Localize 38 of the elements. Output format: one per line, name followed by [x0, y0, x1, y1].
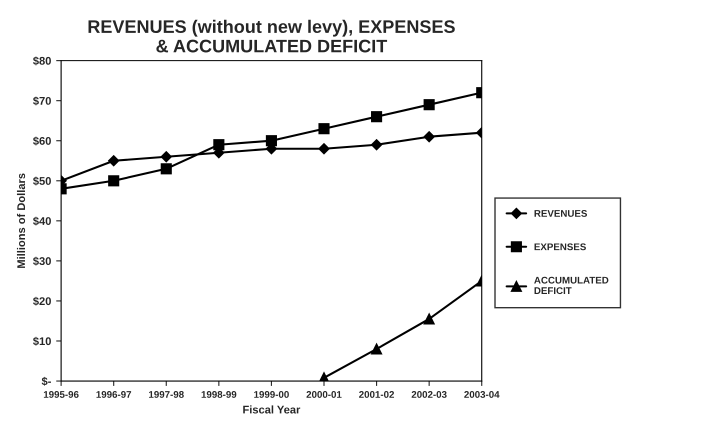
x-tick-label: 1997-98 [149, 391, 184, 398]
point [371, 343, 382, 355]
x-tick-label: 2001-02 [359, 391, 394, 398]
y-tick-label: $60 [33, 136, 51, 146]
point [213, 139, 224, 150]
x-tick-label: 2003-04 [464, 391, 500, 398]
y-tick-label: $50 [33, 176, 51, 186]
point [108, 175, 120, 186]
point [160, 151, 172, 162]
point [318, 143, 330, 154]
x-tick-label: 1999-00 [254, 391, 289, 398]
chart-title: REVENUES (without new levy), EXPENSES & ACCUMULATED DEFICIT [88, 20, 455, 52]
y-tick-label: $40 [33, 216, 51, 226]
y-tick-label: $10 [33, 336, 51, 346]
x-tick-label: 1996-97 [96, 391, 132, 398]
point [160, 163, 172, 174]
legend-label: EXPENSES [534, 243, 586, 250]
x-tick-label: 1995-96 [44, 391, 79, 398]
x-tick-label: 1998-99 [202, 391, 236, 398]
y-tick-label: $- [42, 376, 51, 386]
legend-label: REVENUES [534, 210, 587, 217]
x-axis-title: Fiscal Year [243, 405, 300, 414]
legend-label: ACCUMULATED DEFICIT [534, 276, 608, 294]
x-tick-label: 2000-01 [306, 391, 342, 398]
point [318, 123, 330, 134]
point [424, 313, 435, 325]
y-tick-label: $20 [33, 296, 51, 306]
point [424, 131, 435, 142]
y-tick-label: $70 [33, 96, 51, 106]
y-axis-title: Millions of Dollars [16, 173, 26, 268]
x-tick-label: 2002-03 [412, 391, 447, 398]
y-tick-label: $30 [33, 256, 51, 266]
point [370, 139, 382, 150]
point [371, 111, 382, 122]
point [266, 135, 277, 146]
y-tick-label: $80 [33, 56, 51, 66]
point [108, 155, 120, 166]
point [424, 99, 435, 110]
